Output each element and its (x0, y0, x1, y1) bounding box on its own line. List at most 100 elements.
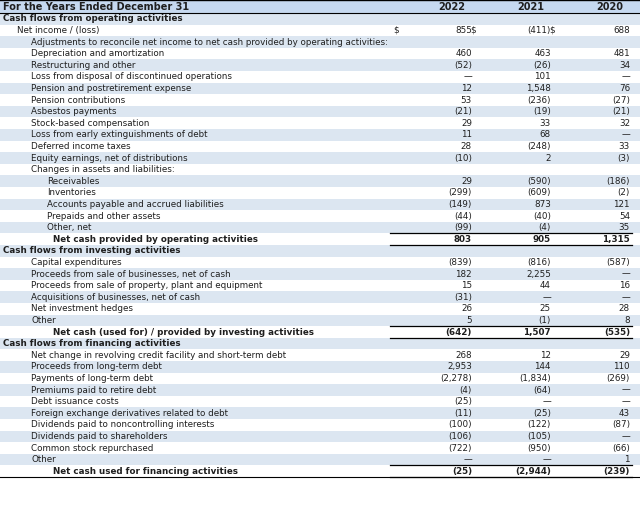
Text: $: $ (549, 26, 555, 35)
Text: (839): (839) (449, 258, 472, 267)
Text: Premiums paid to retire debt: Premiums paid to retire debt (31, 386, 156, 395)
Bar (0, 222, 640, 233)
Text: 101: 101 (534, 72, 551, 81)
Bar (0, 25, 640, 36)
Text: 12: 12 (461, 84, 472, 93)
Text: 1,507: 1,507 (524, 328, 551, 336)
Text: 11: 11 (461, 130, 472, 139)
Bar (0, 83, 640, 94)
Text: 121: 121 (614, 200, 630, 209)
Text: 12: 12 (540, 351, 551, 359)
Text: Receivables: Receivables (47, 177, 99, 185)
Bar (0, 0, 640, 13)
Text: 2,255: 2,255 (526, 269, 551, 278)
Text: (722): (722) (449, 443, 472, 453)
Text: Other: Other (31, 455, 56, 464)
Text: $: $ (470, 26, 476, 35)
Text: —: — (463, 455, 472, 464)
Bar (0, 350, 640, 361)
Text: 32: 32 (619, 119, 630, 128)
Text: Depreciation and amortization: Depreciation and amortization (31, 49, 164, 58)
Text: Common stock repurchased: Common stock repurchased (31, 443, 154, 453)
Bar (0, 210, 640, 222)
Text: (122): (122) (527, 420, 551, 429)
Bar (0, 454, 640, 465)
Text: 460: 460 (456, 49, 472, 58)
Text: Proceeds from long-term debt: Proceeds from long-term debt (31, 362, 162, 372)
Text: Asbestos payments: Asbestos payments (31, 107, 116, 116)
Text: (590): (590) (527, 177, 551, 185)
Text: Pension contributions: Pension contributions (31, 95, 125, 104)
Text: —: — (621, 293, 630, 302)
Text: (10): (10) (454, 154, 472, 162)
Text: 15: 15 (461, 281, 472, 290)
Text: 873: 873 (534, 200, 551, 209)
Text: For the Years Ended December 31: For the Years Ended December 31 (3, 2, 189, 12)
Text: Dividends paid to noncontrolling interests: Dividends paid to noncontrolling interes… (31, 420, 214, 429)
Text: Loss from early extinguishments of debt: Loss from early extinguishments of debt (31, 130, 207, 139)
Text: (26): (26) (533, 61, 551, 70)
Text: 53: 53 (461, 95, 472, 104)
Bar (0, 187, 640, 199)
Bar (0, 361, 640, 373)
Text: 2020: 2020 (596, 2, 623, 12)
Bar (0, 326, 640, 338)
Text: 463: 463 (534, 49, 551, 58)
Text: 481: 481 (613, 49, 630, 58)
Text: Stock-based compensation: Stock-based compensation (31, 119, 149, 128)
Text: (25): (25) (533, 409, 551, 418)
Bar (0, 465, 640, 477)
Text: 35: 35 (619, 223, 630, 232)
Text: 44: 44 (540, 281, 551, 290)
Bar (0, 245, 640, 257)
Text: (44): (44) (454, 212, 472, 221)
Text: 268: 268 (456, 351, 472, 359)
Text: 905: 905 (533, 235, 551, 244)
Text: (40): (40) (533, 212, 551, 221)
Bar (0, 48, 640, 59)
Text: 43: 43 (619, 409, 630, 418)
Text: (19): (19) (533, 107, 551, 116)
Text: (25): (25) (452, 467, 472, 476)
Text: (609): (609) (527, 188, 551, 198)
Text: (816): (816) (527, 258, 551, 267)
Text: —: — (621, 386, 630, 395)
Bar (0, 303, 640, 314)
Text: 2,953: 2,953 (447, 362, 472, 372)
Text: (1): (1) (539, 316, 551, 325)
Text: (64): (64) (533, 386, 551, 395)
Bar (0, 129, 640, 140)
Text: (535): (535) (604, 328, 630, 336)
Bar (0, 442, 640, 454)
Text: Net change in revolving credit facility and short-term debt: Net change in revolving credit facility … (31, 351, 286, 359)
Text: Debt issuance costs: Debt issuance costs (31, 397, 119, 406)
Bar (0, 338, 640, 350)
Text: (236): (236) (527, 95, 551, 104)
Text: Changes in assets and liabilities:: Changes in assets and liabilities: (31, 165, 175, 174)
Text: Pension and postretirement expense: Pension and postretirement expense (31, 84, 191, 93)
Text: (99): (99) (454, 223, 472, 232)
Text: 1,548: 1,548 (526, 84, 551, 93)
Text: 25: 25 (540, 304, 551, 313)
Text: 76: 76 (619, 84, 630, 93)
Text: (25): (25) (454, 397, 472, 406)
Text: —: — (621, 130, 630, 139)
Bar (0, 314, 640, 326)
Bar (0, 59, 640, 71)
Text: Proceeds from sale of businesses, net of cash: Proceeds from sale of businesses, net of… (31, 269, 230, 278)
Text: Capital expenditures: Capital expenditures (31, 258, 122, 267)
Bar (0, 176, 640, 187)
Text: (2): (2) (618, 188, 630, 198)
Bar (0, 257, 640, 268)
Text: Other, net: Other, net (47, 223, 92, 232)
Text: Net cash used for financing activities: Net cash used for financing activities (53, 467, 238, 476)
Bar (0, 152, 640, 164)
Text: —: — (542, 455, 551, 464)
Text: (2,944): (2,944) (515, 467, 551, 476)
Text: 1: 1 (625, 455, 630, 464)
Text: 110: 110 (613, 362, 630, 372)
Text: 28: 28 (461, 142, 472, 151)
Bar (0, 71, 640, 83)
Text: —: — (463, 72, 472, 81)
Bar (0, 419, 640, 431)
